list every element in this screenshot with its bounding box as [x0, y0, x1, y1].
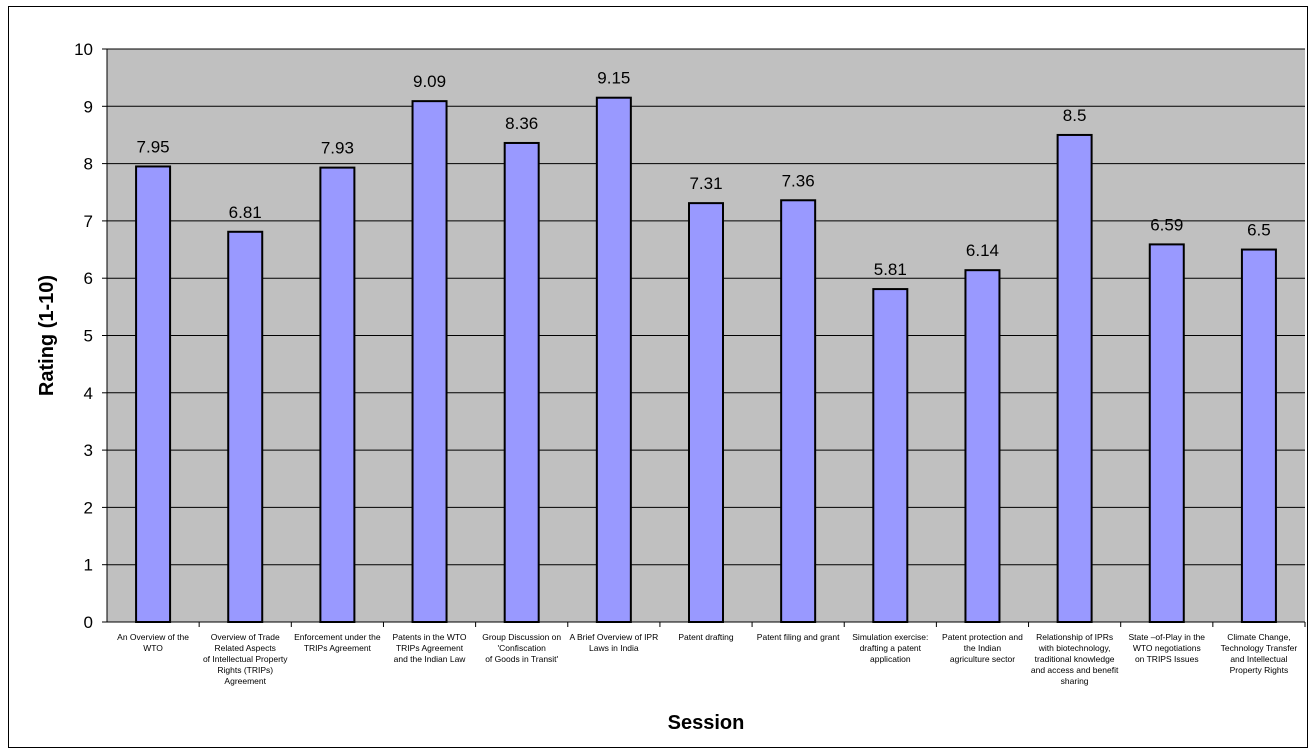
- x-axis-title: Session: [668, 712, 745, 734]
- x-tick-label-9: Patent protection and the Indian agricultu…: [942, 632, 1023, 664]
- y-tick-label-7: 7: [84, 212, 93, 231]
- x-tick-label-0: An Overview of the WTO: [117, 632, 189, 653]
- data-label-11: 6.59: [1150, 215, 1183, 234]
- y-tick-label-0: 0: [84, 613, 93, 632]
- x-tick-label-1: Overview of Trade Related Aspects of Intel…: [203, 632, 288, 686]
- x-axis-ticks: An Overview of the WTO Overview of Trade Re…: [117, 622, 1306, 686]
- bar-8: [872, 288, 909, 623]
- x-tick-label-8: Simulation exercise: drafting a patent app…: [852, 632, 928, 664]
- y-tick-label-3: 3: [84, 441, 93, 460]
- y-tick-label-10: 10: [74, 40, 93, 59]
- y-axis-ticks: 0 1 2 3 4 5 6 7 8 9 10: [74, 40, 107, 632]
- data-label-10: 8.5: [1063, 106, 1087, 125]
- data-labels: 7.95 6.81 7.93 9.09 8.36 9.15 7.31 7.36 5.81 6.14…: [137, 69, 1271, 279]
- bars: [135, 96, 1277, 624]
- y-tick-label-4: 4: [84, 384, 93, 403]
- bar-4: [503, 141, 540, 624]
- bar-chart: 0 1 2 3 4 5 6 7 8 9 10 7.95 6.81 7.93 9.09 8.36 9.15 7.3…: [36, 40, 1306, 734]
- y-tick-label-1: 1: [84, 556, 93, 575]
- bar-0: [135, 165, 172, 623]
- data-label-4: 8.36: [505, 114, 538, 133]
- data-label-5: 9.15: [597, 69, 630, 88]
- y-tick-label-9: 9: [84, 97, 93, 116]
- y-tick-label-8: 8: [84, 155, 93, 174]
- bar-5: [595, 96, 632, 623]
- bar-9: [964, 269, 1001, 623]
- x-tick-label-6: Patent drafting: [678, 632, 734, 642]
- data-label-6: 7.31: [689, 174, 722, 193]
- bar-10: [1056, 133, 1093, 623]
- x-tick-label-11: State –of-Play in the WTO negotiations on …: [1128, 632, 1205, 664]
- bar-3: [411, 100, 448, 623]
- data-label-7: 7.36: [782, 171, 815, 190]
- x-tick-label-4: Group Discussion on 'Confiscation of Goods…: [482, 632, 561, 664]
- y-axis-title: Rating (1-10): [36, 275, 58, 396]
- bar-2: [319, 166, 356, 623]
- y-tick-label-5: 5: [84, 327, 93, 346]
- bar-12: [1240, 248, 1277, 624]
- chart-frame: 0 1 2 3 4 5 6 7 8 9 10 7.95 6.81 7.93 9.09 8.36 9.15 7.3…: [8, 6, 1308, 748]
- y-tick-label-6: 6: [84, 269, 93, 288]
- data-label-9: 6.14: [966, 241, 999, 260]
- data-label-1: 6.81: [229, 203, 262, 222]
- data-label-8: 5.81: [874, 260, 907, 279]
- x-tick-label-5: A Brief Overview of IPR Laws in India: [569, 632, 658, 653]
- bar-11: [1148, 243, 1185, 623]
- y-tick-label-2: 2: [84, 498, 93, 517]
- x-tick-label-7: Patent filing and grant: [757, 632, 840, 642]
- bar-1: [227, 230, 264, 624]
- x-tick-label-2: Enforcement under the TRIPs Agreement: [294, 632, 381, 653]
- bar-7: [780, 199, 817, 623]
- data-label-12: 6.5: [1247, 221, 1271, 240]
- bar-6: [688, 202, 724, 623]
- x-tick-label-10: Relationship of IPRs with biotechnology, t…: [1031, 632, 1119, 686]
- data-label-2: 7.93: [321, 139, 354, 158]
- data-label-0: 7.95: [137, 137, 170, 156]
- x-tick-label-12: Climate Change, Technology Transfer and In…: [1221, 632, 1298, 675]
- x-tick-label-3: Patents in the WTO TRIPs Agreement and the…: [393, 632, 467, 664]
- data-label-3: 9.09: [413, 72, 446, 91]
